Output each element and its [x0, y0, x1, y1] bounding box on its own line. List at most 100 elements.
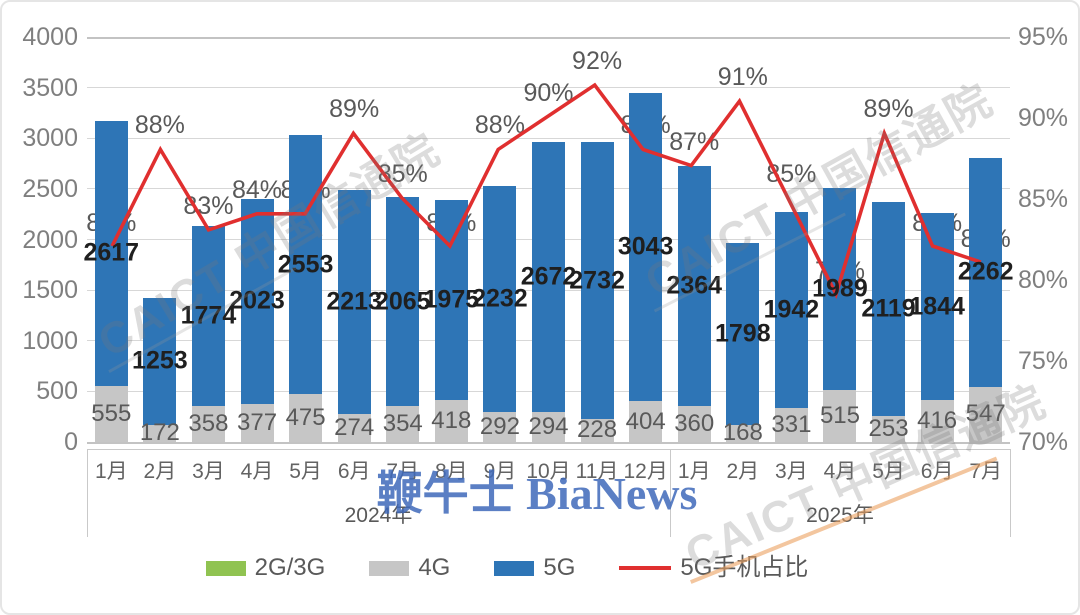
gridline: [87, 87, 1010, 89]
bar-value-label-4g: 358: [188, 409, 229, 437]
caict-watermark: CAICT 中国信通院: [84, 114, 450, 373]
right-axis-tick-label: 90%: [1018, 104, 1069, 132]
bar-value-label-4g: 418: [431, 406, 472, 434]
gridline: [87, 340, 1010, 342]
line-point-label: 82%: [912, 208, 963, 237]
line-point-label: 92%: [572, 46, 623, 75]
bar-value-label-4g: 274: [334, 414, 375, 442]
bar-5g-segment: [532, 141, 565, 413]
bar-value-label-5g: 2213: [326, 287, 382, 316]
legend: 2G/3G 4G 5G 5G手机占比: [2, 555, 1012, 581]
bar-5g-segment: [823, 188, 857, 390]
left-axis-tick-label: 3500: [22, 73, 78, 102]
bianews-watermark: 鞭牛士 BiaNews: [376, 468, 698, 519]
x-axis-month-label: 3月: [192, 460, 225, 483]
bar-value-label-4g: 168: [722, 419, 763, 447]
bar-value-label-4g: 294: [528, 413, 569, 441]
x-axis-month-label: 6月: [337, 460, 371, 483]
x-axis-month-label: 2月: [143, 460, 177, 483]
bar-value-label-5g: 1798: [715, 319, 771, 348]
bar-value-label-4g: 377: [236, 408, 278, 436]
left-axis-tick-label: 1000: [22, 326, 78, 355]
bar-4g-segment: [289, 393, 323, 442]
caict-watermark: CAICT 中国信通院: [632, 65, 1003, 313]
bar-value-label-5g: 1942: [763, 295, 820, 324]
caict-watermark: CAICT 中国信通院: [673, 366, 1054, 584]
caict-watermark-text: CAICT 中国信通院: [678, 376, 1054, 580]
bar-4g-segment: [580, 418, 614, 442]
left-axis-tick-label: 1500: [22, 276, 78, 305]
bar-value-label-5g: 2119: [861, 294, 916, 323]
bar-value-label-4g: 172: [139, 419, 180, 447]
bar-4g-segment: [774, 408, 808, 442]
line-point-label: 88%: [134, 111, 185, 140]
bar-value-label-5g: 2232: [472, 284, 528, 313]
bar-value-label-4g: 555: [91, 399, 132, 427]
line-point-label: 81%: [960, 224, 1011, 253]
bar-value-label-4g: 404: [625, 407, 666, 435]
bar-value-label-5g: 2617: [83, 238, 140, 267]
left-axis-tick-label: 3000: [22, 124, 78, 153]
bar-value-label-5g: 2672: [520, 262, 577, 291]
bar-5g-segment: [969, 157, 1003, 387]
bar-4g-segment: [629, 401, 663, 442]
bar-4g-segment: [726, 424, 760, 442]
line-point-label: 82%: [426, 208, 477, 237]
bar-4g-segment: [823, 389, 857, 442]
bar-4g-segment: [191, 405, 225, 442]
left-axis-tick-label: 0: [64, 428, 78, 456]
bar-value-label-4g: 475: [285, 403, 326, 431]
right-axis-tick-label: 95%: [1018, 23, 1069, 51]
legend-item: 5G: [494, 555, 575, 581]
legend-label: 2G/3G: [254, 554, 326, 581]
bar-4g-segment: [677, 405, 711, 442]
legend-item: 4G: [369, 555, 450, 581]
left-axis-tick-label: 4000: [22, 23, 78, 51]
caict-watermark-text: CAICT 中国信通院: [90, 124, 449, 367]
caict-watermark-text: CAICT 中国信通院: [637, 75, 1002, 307]
bar-4g-segment: [386, 406, 420, 442]
bar-value-label-5g: 1975: [423, 285, 480, 314]
legend-item: 2G/3G: [205, 554, 326, 581]
line-point-label: 83%: [183, 192, 234, 221]
x-axis-month-label: 4月: [240, 460, 274, 483]
line-point-label: 88%: [620, 111, 671, 140]
x-axis-month-label: 1月: [94, 460, 128, 483]
x-axis-month-label: 5月: [289, 460, 322, 483]
bar-4g-segment: [434, 399, 468, 442]
bar-value-label-5g: 2732: [569, 266, 625, 295]
bar-4g-segment: [94, 385, 128, 442]
bar-value-label-4g: 292: [479, 413, 520, 441]
legend-label: 4G: [418, 554, 451, 581]
line-point-label: 91%: [717, 62, 768, 91]
line-point-label: 82%: [86, 208, 137, 237]
bar-4g-segment: [143, 424, 177, 442]
bar-value-label-4g: 515: [819, 401, 860, 429]
legend-label: 5G: [543, 554, 576, 581]
bar-5g-segment: [434, 199, 468, 400]
bar-5g-segment: [483, 186, 517, 413]
bar-value-label-4g: 360: [674, 409, 715, 437]
bar-value-label-4g: 354: [382, 410, 423, 438]
right-axis-tick-label: 80%: [1018, 266, 1069, 294]
bar-value-label-4g: 331: [771, 411, 812, 439]
bar-5g-segment: [580, 142, 614, 419]
legend-line-swatch: [619, 566, 672, 570]
right-axis-tick-label: 85%: [1018, 185, 1069, 213]
left-axis-tick-label: 2500: [22, 174, 78, 203]
line-point-label: 88%: [474, 111, 525, 140]
line-point-label: 90%: [523, 79, 574, 107]
left-axis-tick-label: 2000: [22, 225, 78, 254]
line-point-label: 79%: [814, 257, 865, 286]
gridline: [87, 36, 1010, 39]
line-point-label: 87%: [669, 127, 720, 156]
bar-4g-segment: [483, 412, 517, 442]
bar-value-label-4g: 228: [577, 416, 618, 444]
left-axis-tick-label: 500: [36, 377, 78, 406]
gridline: [87, 390, 1010, 392]
bar-value-label-5g: 2262: [957, 257, 1014, 286]
legend-color-swatch: [369, 560, 410, 576]
bar-4g-segment: [532, 412, 565, 442]
bar-5g-segment: [872, 201, 906, 417]
